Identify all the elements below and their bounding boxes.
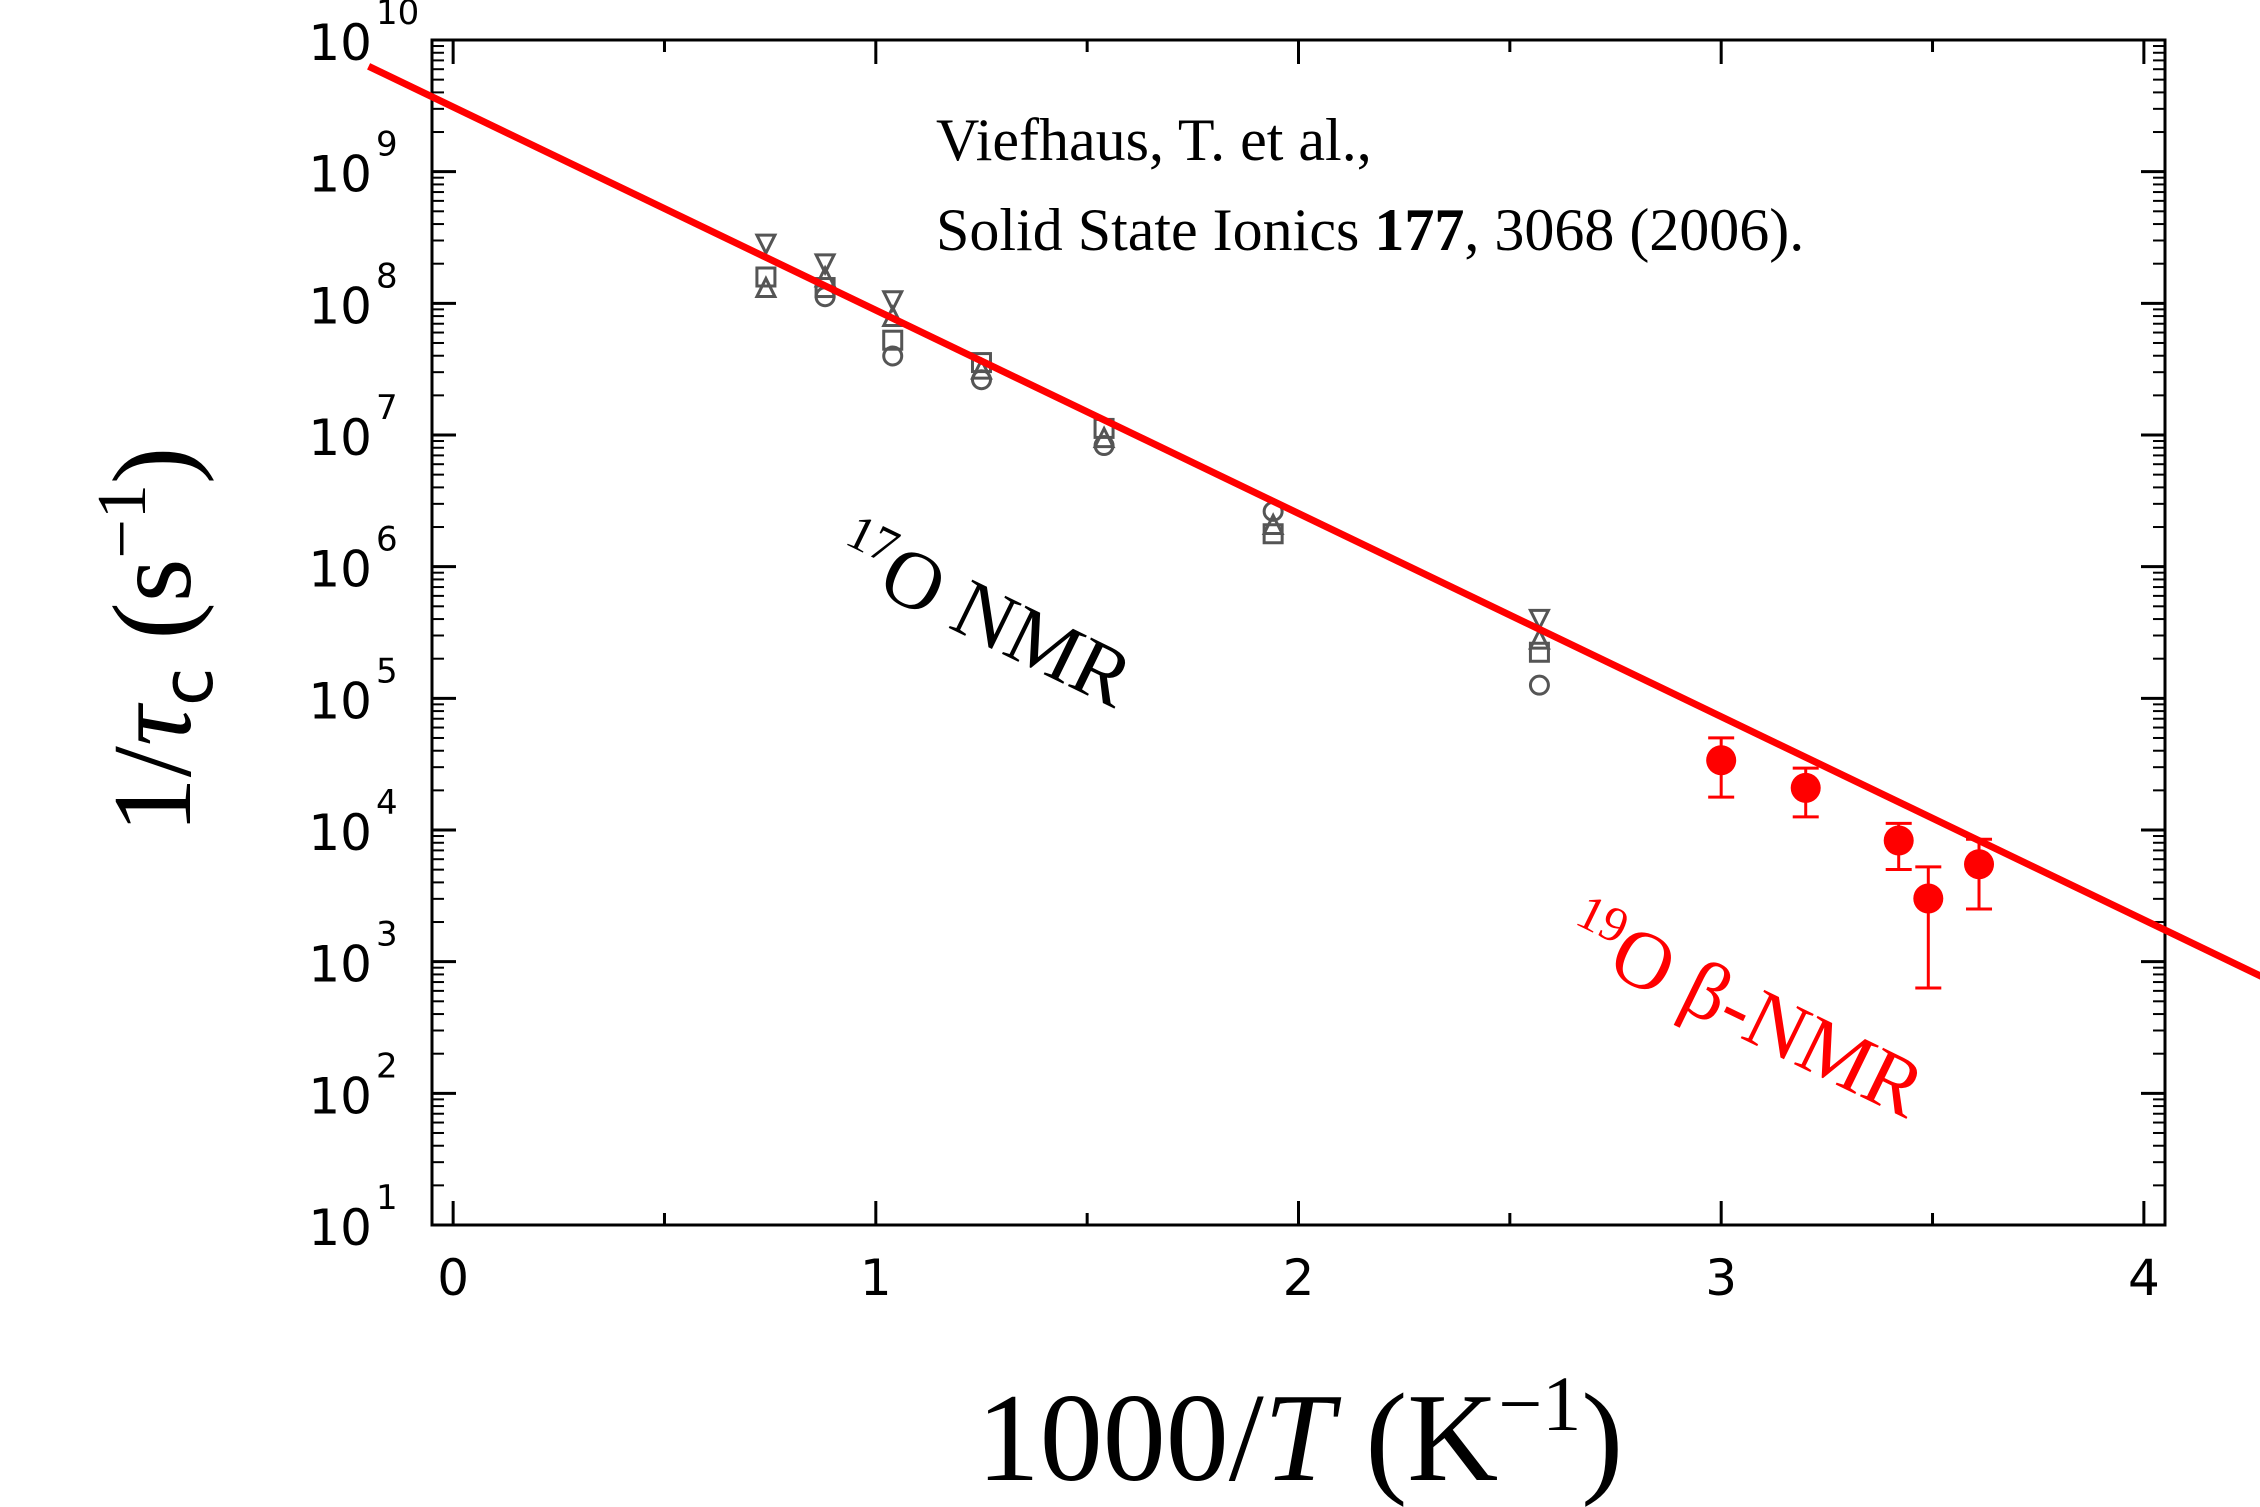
y-tick-label: 105 <box>308 651 397 730</box>
y-label-var: τ <box>91 702 215 746</box>
citation-pages-year: , 3068 (2006). <box>1464 197 1804 263</box>
19o-point <box>1964 837 1995 911</box>
17o-point-triangle-down <box>754 233 778 257</box>
fit-line <box>367 63 2260 980</box>
y-tick-base: 10 <box>308 409 372 467</box>
x-tick-label: 4 <box>2128 1249 2160 1307</box>
label-19o-text: O β-NMR <box>1597 906 1939 1135</box>
17o-point-square <box>1262 523 1284 545</box>
y-tick-exponent: 3 <box>376 915 398 955</box>
y-label-pre: 1/ <box>91 745 215 833</box>
y-tick-exponent: 8 <box>376 256 398 296</box>
label-17o-nmr: 17O NMR <box>822 503 1148 725</box>
y-tick-exponent: 6 <box>376 520 398 560</box>
19o-marker <box>1790 772 1821 803</box>
y-tick-exponent: 9 <box>376 125 398 165</box>
y-tick-exponent: 10 <box>376 0 419 33</box>
y-tick-label: 104 <box>308 783 397 862</box>
y-tick-base: 10 <box>308 804 372 862</box>
label-19o-beta-nmr: 19O β-NMR <box>1552 883 1940 1136</box>
y-tick-exponent: 4 <box>376 783 398 823</box>
19o-point <box>1913 865 1944 990</box>
19o-point <box>1790 766 1821 819</box>
y-tick-base: 10 <box>308 541 372 599</box>
17o-point-triangle-down <box>813 253 837 277</box>
x-tick-label: 2 <box>1283 1249 1315 1307</box>
x-label-sup: −1 <box>1498 1360 1581 1447</box>
y-label-sub: c <box>147 667 229 706</box>
19o-marker <box>1883 825 1914 856</box>
19o-marker <box>1913 883 1944 914</box>
y-label-sup: −1 <box>84 484 161 558</box>
axis-ticks <box>432 38 2165 1227</box>
series-19o-markers <box>1706 736 1995 990</box>
17o-point-triangle-up <box>754 275 778 299</box>
y-tick-exponent: 1 <box>376 1178 398 1218</box>
17o-point-square <box>1528 641 1550 663</box>
fit-line-group <box>367 63 2260 980</box>
x-label-var: T <box>1264 1369 1342 1507</box>
17o-point-circle <box>970 369 992 391</box>
y-tick-exponent: 2 <box>376 1046 398 1086</box>
x-axis-label: 1000/T (K−1) <box>977 1360 1624 1507</box>
17o-point-circle <box>1528 674 1550 696</box>
y-label-open: (s <box>91 559 215 668</box>
label-17o-text: O NMR <box>867 526 1147 725</box>
17o-point-triangle-up <box>1528 626 1551 650</box>
series-17o-markers <box>754 233 1551 696</box>
y-tick-exponent: 7 <box>376 388 398 428</box>
x-tick-label: 0 <box>437 1249 469 1307</box>
19o-point <box>1883 821 1914 871</box>
y-tick-label: 109 <box>308 125 397 204</box>
y-tick-label: 103 <box>308 915 397 994</box>
y-tick-base: 10 <box>308 936 372 994</box>
19o-marker <box>1964 849 1995 880</box>
x-tick-label: 1 <box>860 1249 892 1307</box>
y-axis-label: 1/τc (s−1) <box>84 447 229 833</box>
17o-point-square <box>755 266 777 288</box>
y-tick-label: 101 <box>308 1178 397 1257</box>
x-label-pre: 1000/ <box>977 1369 1264 1507</box>
citation-journal: Solid State Ionics <box>936 197 1374 263</box>
y-tick-label: 106 <box>308 520 397 599</box>
citation-volume: 177 <box>1374 197 1464 263</box>
citation-line-2: Solid State Ionics 177, 3068 (2006). <box>936 197 1804 263</box>
x-label-close: ) <box>1581 1369 1623 1507</box>
y-tick-base: 10 <box>308 1199 372 1257</box>
x-tick-labels: 0 1 2 3 4 <box>437 1249 2160 1307</box>
citation-line-1: Viefhaus, T. et al., <box>936 107 1372 173</box>
17o-point-triangle-down <box>1528 608 1551 632</box>
17o-point-triangle-down <box>881 290 905 314</box>
y-tick-base: 10 <box>308 146 372 204</box>
17o-point-square <box>882 329 904 351</box>
17o-point-circle <box>882 345 904 367</box>
y-tick-label: 107 <box>308 388 397 467</box>
y-tick-exponent: 5 <box>376 651 398 691</box>
x-label-open: (K <box>1334 1369 1498 1507</box>
y-tick-label: 102 <box>308 1046 397 1125</box>
17o-point-triangle-up <box>970 356 993 380</box>
y-tick-base: 10 <box>308 277 372 335</box>
19o-marker <box>1706 745 1737 776</box>
y-tick-base: 10 <box>308 672 372 730</box>
y-label-close: ) <box>91 447 215 484</box>
17o-point-circle <box>1093 435 1115 457</box>
x-tick-label: 3 <box>1705 1249 1737 1307</box>
y-tick-base: 10 <box>308 14 372 72</box>
19o-point <box>1706 736 1737 799</box>
y-tick-base: 10 <box>308 1067 372 1125</box>
y-tick-label: 108 <box>308 256 397 335</box>
